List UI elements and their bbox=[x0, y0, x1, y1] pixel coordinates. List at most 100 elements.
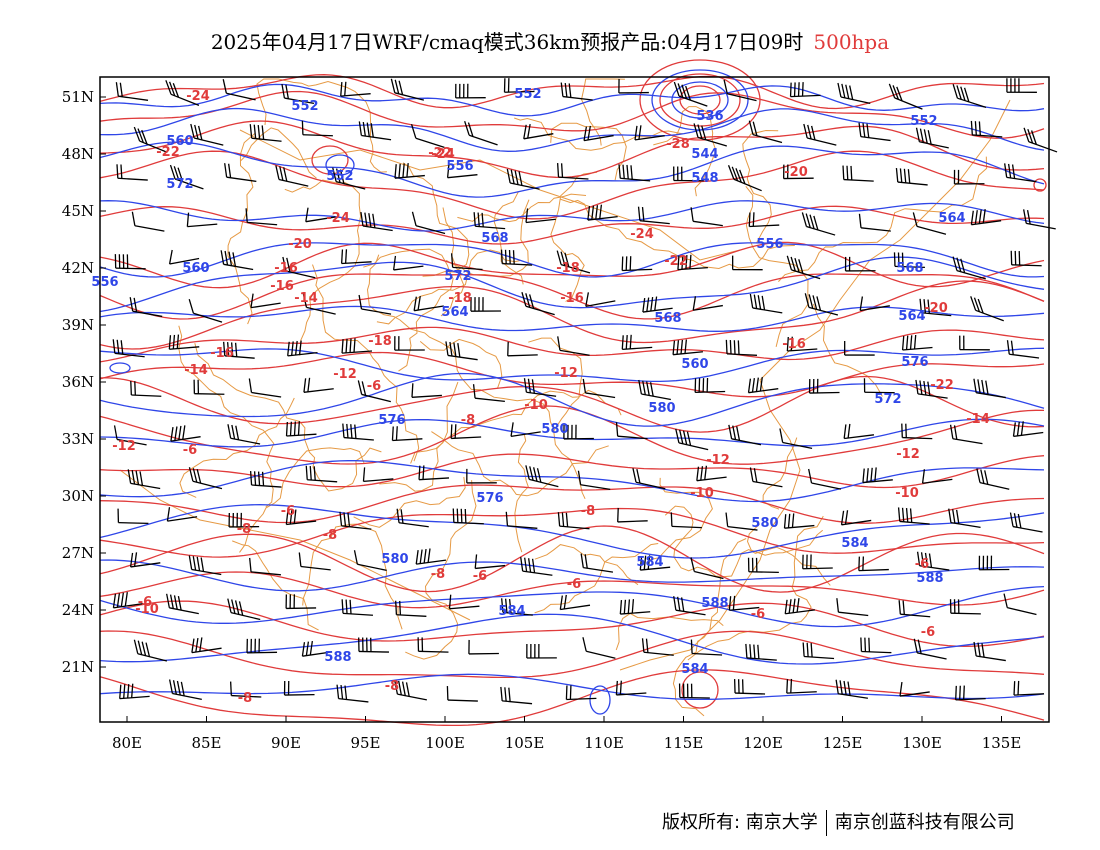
boundary-line bbox=[445, 199, 530, 277]
wind-barb bbox=[970, 296, 1004, 322]
boundary-line bbox=[227, 132, 256, 325]
temperature-isotherm bbox=[99, 74, 1045, 110]
lon-tick-label: 100E bbox=[425, 734, 465, 752]
wind-barb bbox=[392, 255, 424, 271]
pressure-level-label: 500hpa bbox=[813, 30, 890, 54]
wind-barb bbox=[520, 557, 553, 576]
geopotential-label: 548 bbox=[691, 171, 718, 186]
wind-barb bbox=[747, 557, 779, 574]
wind-barb bbox=[556, 163, 589, 180]
wind-barb bbox=[188, 467, 223, 490]
geopotential-isoline bbox=[99, 200, 1045, 232]
wind-barb bbox=[452, 508, 484, 525]
wind-barb bbox=[749, 293, 783, 314]
lon-tick-label: 115E bbox=[664, 734, 704, 752]
wind-barb bbox=[170, 425, 201, 442]
wind-barb bbox=[223, 341, 255, 359]
wind-barb bbox=[899, 681, 930, 697]
wind-barb bbox=[690, 207, 723, 227]
wind-barb bbox=[358, 121, 392, 141]
wind-barb bbox=[582, 378, 616, 399]
wind-barb bbox=[808, 378, 840, 394]
wind-barb bbox=[557, 512, 590, 530]
temperature-label: -6 bbox=[567, 577, 581, 592]
wind-barb bbox=[690, 639, 723, 656]
boundary-line bbox=[312, 264, 420, 462]
wind-barb bbox=[783, 164, 814, 180]
boundary-line bbox=[550, 171, 598, 302]
geopotential-label: 576 bbox=[901, 355, 928, 370]
temperature-isotherm bbox=[99, 405, 1045, 465]
temperature-label: -10 bbox=[895, 486, 919, 501]
wind-barb bbox=[621, 334, 653, 350]
geopotential-label: 536 bbox=[696, 109, 723, 124]
wind-barb bbox=[556, 250, 591, 274]
boundary-line bbox=[119, 469, 471, 621]
lat-tick-label: 21N bbox=[62, 658, 94, 676]
wind-barb bbox=[913, 638, 947, 660]
wind-barb bbox=[863, 378, 895, 394]
geopotential-label: 580 bbox=[648, 401, 675, 416]
wind-barb bbox=[859, 296, 890, 312]
wind-barb bbox=[1003, 593, 1037, 616]
temperature-contours bbox=[99, 59, 1047, 727]
temperature-label: -8 bbox=[323, 528, 337, 543]
boundary-line bbox=[493, 191, 524, 285]
lon-tick-label: 110E bbox=[584, 734, 624, 752]
temperature-label: -18 bbox=[448, 291, 472, 306]
wind-barb bbox=[733, 679, 766, 695]
temperature-label: -14 bbox=[966, 412, 990, 427]
wind-barb bbox=[358, 637, 389, 653]
geopotential-label: 552 bbox=[326, 169, 353, 184]
wind-barb bbox=[305, 207, 336, 223]
wind-barb bbox=[305, 465, 338, 483]
wind-barb bbox=[500, 249, 533, 266]
wind-barb bbox=[505, 511, 538, 529]
temperature-label: -20 bbox=[288, 237, 312, 252]
temperature-label: -24 bbox=[630, 227, 654, 242]
wind-barb bbox=[113, 425, 147, 446]
boundary-line bbox=[379, 381, 459, 492]
wind-barb bbox=[955, 685, 986, 701]
wind-barb bbox=[844, 341, 875, 356]
temperature-isotherm bbox=[99, 525, 1045, 593]
temperature-label: -14 bbox=[184, 363, 208, 378]
geopotential-label: 556 bbox=[756, 237, 783, 252]
lon-tick-label: 105E bbox=[505, 734, 545, 752]
wind-barb bbox=[912, 212, 947, 235]
boundary-line bbox=[256, 78, 387, 173]
geopotential-label: 568 bbox=[896, 261, 923, 276]
wind-barb bbox=[390, 78, 425, 101]
wind-barb bbox=[415, 548, 447, 565]
wind-barb bbox=[169, 164, 204, 190]
wind-barb bbox=[228, 512, 260, 528]
wind-barb bbox=[959, 335, 990, 351]
wind-barb bbox=[860, 637, 892, 654]
wind-barb bbox=[193, 379, 225, 395]
wind-barb bbox=[728, 595, 760, 611]
wind-barb bbox=[360, 211, 393, 232]
geopotential-label: 580 bbox=[751, 516, 778, 531]
temperature-label: -14 bbox=[294, 291, 318, 306]
wind-barb bbox=[677, 254, 708, 271]
wind-barb bbox=[112, 339, 145, 358]
wind-barb bbox=[919, 298, 952, 317]
wind-barb bbox=[948, 508, 981, 528]
wind-barb bbox=[786, 255, 821, 280]
wind-barb bbox=[748, 120, 783, 144]
wind-barb bbox=[472, 384, 505, 403]
wind-barb bbox=[783, 513, 815, 529]
wind-barb bbox=[747, 376, 779, 394]
wind-barb bbox=[357, 380, 391, 403]
wind-barb bbox=[410, 124, 445, 149]
credits-divider bbox=[825, 810, 827, 836]
geopotential-label: 568 bbox=[481, 231, 508, 246]
temperature-label: -20 bbox=[784, 165, 808, 180]
wind-barb bbox=[391, 426, 423, 442]
wind-barb bbox=[188, 555, 222, 576]
temperature-label: -24 bbox=[326, 211, 350, 226]
geopotential-label: 560 bbox=[681, 357, 708, 372]
temperature-isotherm bbox=[99, 351, 1045, 398]
wind-barb bbox=[229, 681, 262, 698]
temperature-label: -22 bbox=[428, 146, 452, 161]
